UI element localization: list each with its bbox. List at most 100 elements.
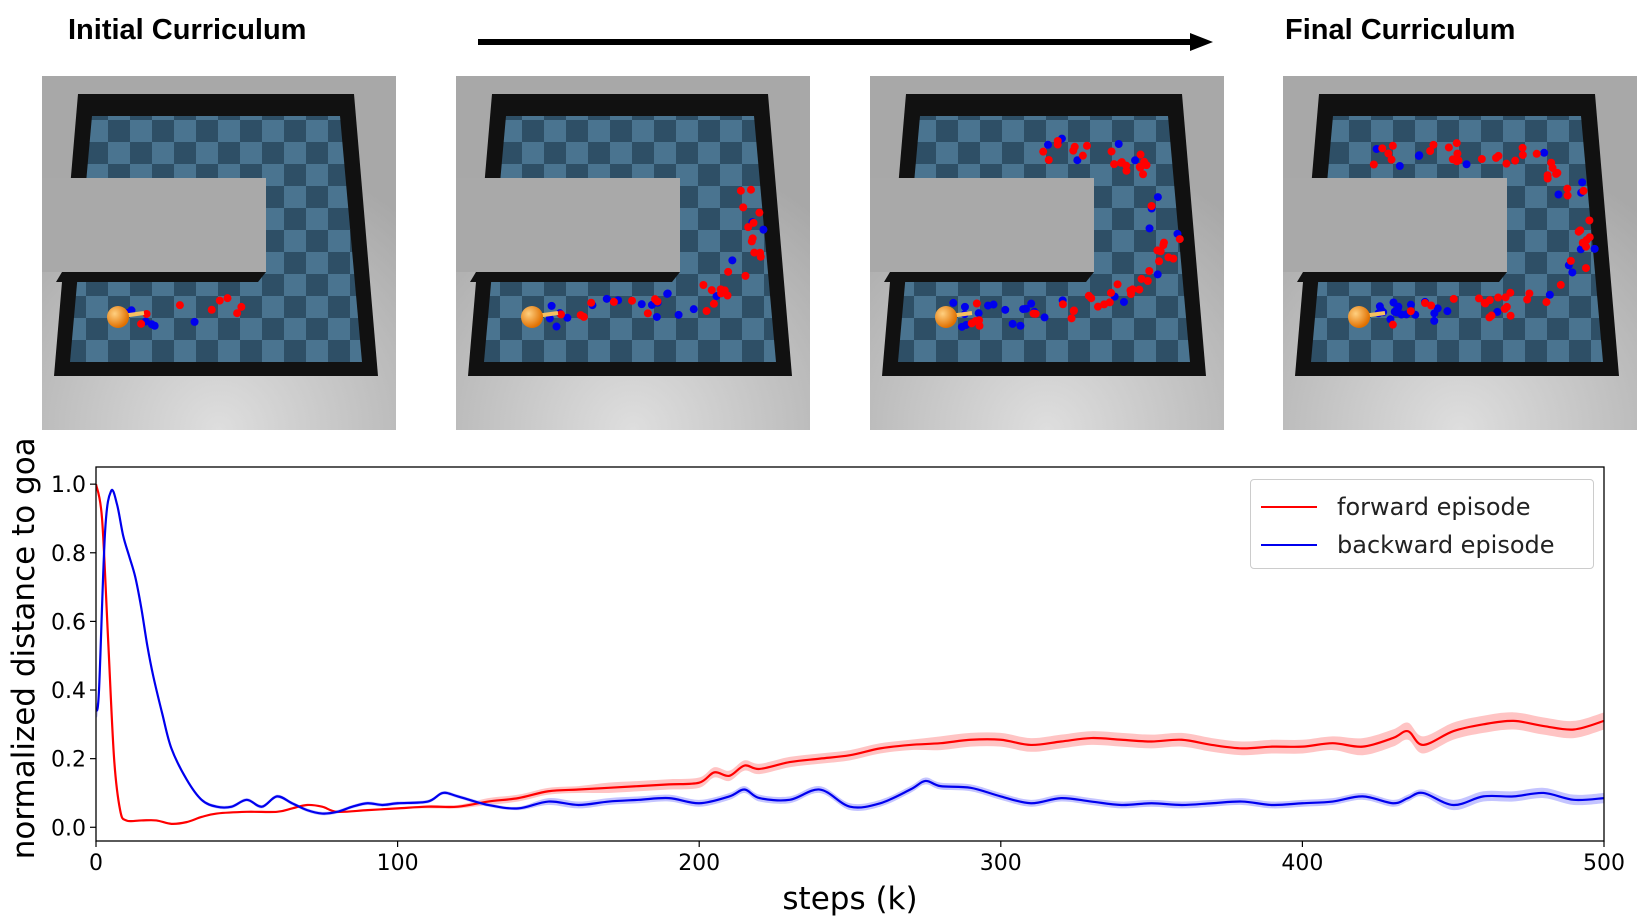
forward-goal-dot [1106, 288, 1115, 297]
forward-goal-dot [1388, 141, 1397, 150]
backward-goal-dot [728, 256, 737, 265]
backward-goal-dot [552, 322, 561, 331]
maze-barrier [456, 178, 680, 272]
backward-goal-dot [1131, 156, 1140, 165]
forward-goal-dot [1159, 241, 1168, 250]
y-tick-label: 0.2 [51, 748, 86, 773]
forward-goal-dot [741, 271, 750, 280]
x-tick-label: 400 [1281, 851, 1323, 876]
forward-goal-dot [1585, 216, 1594, 225]
backward-goal-dot [1153, 193, 1162, 202]
forward-goal-dot [972, 299, 981, 308]
maze-barrier [870, 178, 1094, 272]
forward-goal-dot [739, 203, 748, 212]
forward-goal-dot [709, 299, 718, 308]
forward-goal-dot [1452, 139, 1461, 148]
forward-goal-dot [1082, 141, 1091, 150]
forward-goal-dot [1384, 149, 1393, 158]
legend-label-backward: backward episode [1337, 531, 1555, 559]
backward-goal-dot [1545, 290, 1554, 299]
backward-goal-dot [1590, 244, 1599, 253]
chart-legend: forward episode backward episode [1250, 479, 1594, 569]
backward-goal-dot [1540, 148, 1549, 157]
forward-goal-dot [717, 289, 726, 298]
forward-goal-dot [1406, 307, 1415, 316]
forward-goal-dot [1143, 276, 1152, 285]
backward-goal-dot [1554, 190, 1563, 199]
backward-goal-dot [1375, 302, 1384, 311]
backward-goal-dot [1394, 302, 1403, 311]
forward-goal-dot [1058, 300, 1067, 309]
forward-goal-dot [1547, 158, 1556, 167]
y-tick-label: 0.6 [51, 610, 86, 635]
forward-goal-dot [1039, 147, 1048, 156]
backward-goal-dot [1568, 268, 1577, 277]
forward-goal-dot [233, 309, 242, 318]
x-tick-label: 0 [89, 851, 103, 876]
forward-goal-dot [699, 280, 708, 289]
forward-goal-dot [587, 298, 596, 307]
forward-goal-dot [1093, 302, 1102, 311]
forward-goal-dot [967, 319, 976, 328]
backward-episode-line [96, 488, 1604, 815]
maze-barrier-edge [470, 272, 680, 282]
agent-ball [107, 306, 129, 328]
backward-goal-dot [1430, 316, 1439, 325]
maze-panel-stage-2 [456, 76, 810, 430]
backward-goal-dot [1395, 162, 1404, 171]
x-axis-ticks: 0 100 200 300 400 500 [89, 841, 1625, 876]
forward-goal-dot [755, 208, 764, 217]
forward-goal-dot [1388, 320, 1397, 329]
forward-goal-dot [724, 267, 733, 276]
forward-goal-dot [1117, 158, 1126, 167]
forward-goal-dot [1518, 143, 1527, 152]
y-axis-ticks: 0.0 0.2 0.4 0.6 0.8 1.0 [51, 473, 96, 841]
forward-goal-dot [744, 223, 753, 232]
y-tick-label: 1.0 [51, 473, 86, 498]
forward-goal-dot [223, 294, 232, 303]
forward-goal-dot [750, 248, 759, 257]
forward-goal-dot [1502, 159, 1511, 168]
progress-arrow [478, 33, 1213, 51]
forward-goal-dot [1135, 285, 1144, 294]
forward-goal-dot [746, 185, 755, 194]
backward-goal-dot [545, 314, 554, 323]
forward-goal-dot [1485, 313, 1494, 322]
forward-goal-dot [1579, 186, 1588, 195]
forward-goal-dot [1477, 154, 1486, 163]
backward-goal-dot [960, 302, 969, 311]
forward-goal-dot [1585, 233, 1594, 242]
legend-item-forward: forward episode [1261, 492, 1531, 522]
forward-goal-dot [702, 307, 711, 316]
forward-goal-dot [707, 286, 716, 295]
forward-goal-dot [1506, 288, 1515, 297]
backward-goal-dot [1016, 321, 1025, 330]
final-curriculum-title: Final Curriculum [1285, 14, 1516, 46]
agent-ball [1348, 306, 1370, 328]
backward-goal-dot [1578, 178, 1587, 187]
forward-goal-dot [237, 302, 246, 311]
forward-goal-dot [1494, 293, 1503, 302]
maze-panel-final [1283, 76, 1637, 430]
forward-goal-dot [609, 297, 618, 306]
forward-goal-dot [723, 291, 732, 300]
backward-goal-dot [1044, 140, 1053, 149]
forward-goal-dot [1444, 143, 1453, 152]
backward-goal-dot [1493, 307, 1502, 316]
forward-goal-dot [1427, 301, 1436, 310]
forward-goal-dot [1543, 174, 1552, 183]
x-axis-label: steps (k) [782, 881, 917, 917]
x-tick-label: 100 [377, 851, 419, 876]
y-axis-label: normalized distance to goal [6, 440, 42, 859]
forward-goal-dot [1387, 155, 1396, 164]
forward-goal-dot [1578, 238, 1587, 247]
forward-goal-dot [1087, 294, 1096, 303]
backward-goal-dot [547, 301, 556, 310]
forward-goal-dot [749, 218, 758, 227]
backward-goal-dot [602, 294, 611, 303]
forward-goal-dot [175, 301, 184, 310]
forward-goal-dot [643, 309, 652, 318]
agent-ball [521, 306, 543, 328]
forward-goal-dot [1175, 235, 1184, 244]
forward-goal-dot [137, 319, 146, 328]
